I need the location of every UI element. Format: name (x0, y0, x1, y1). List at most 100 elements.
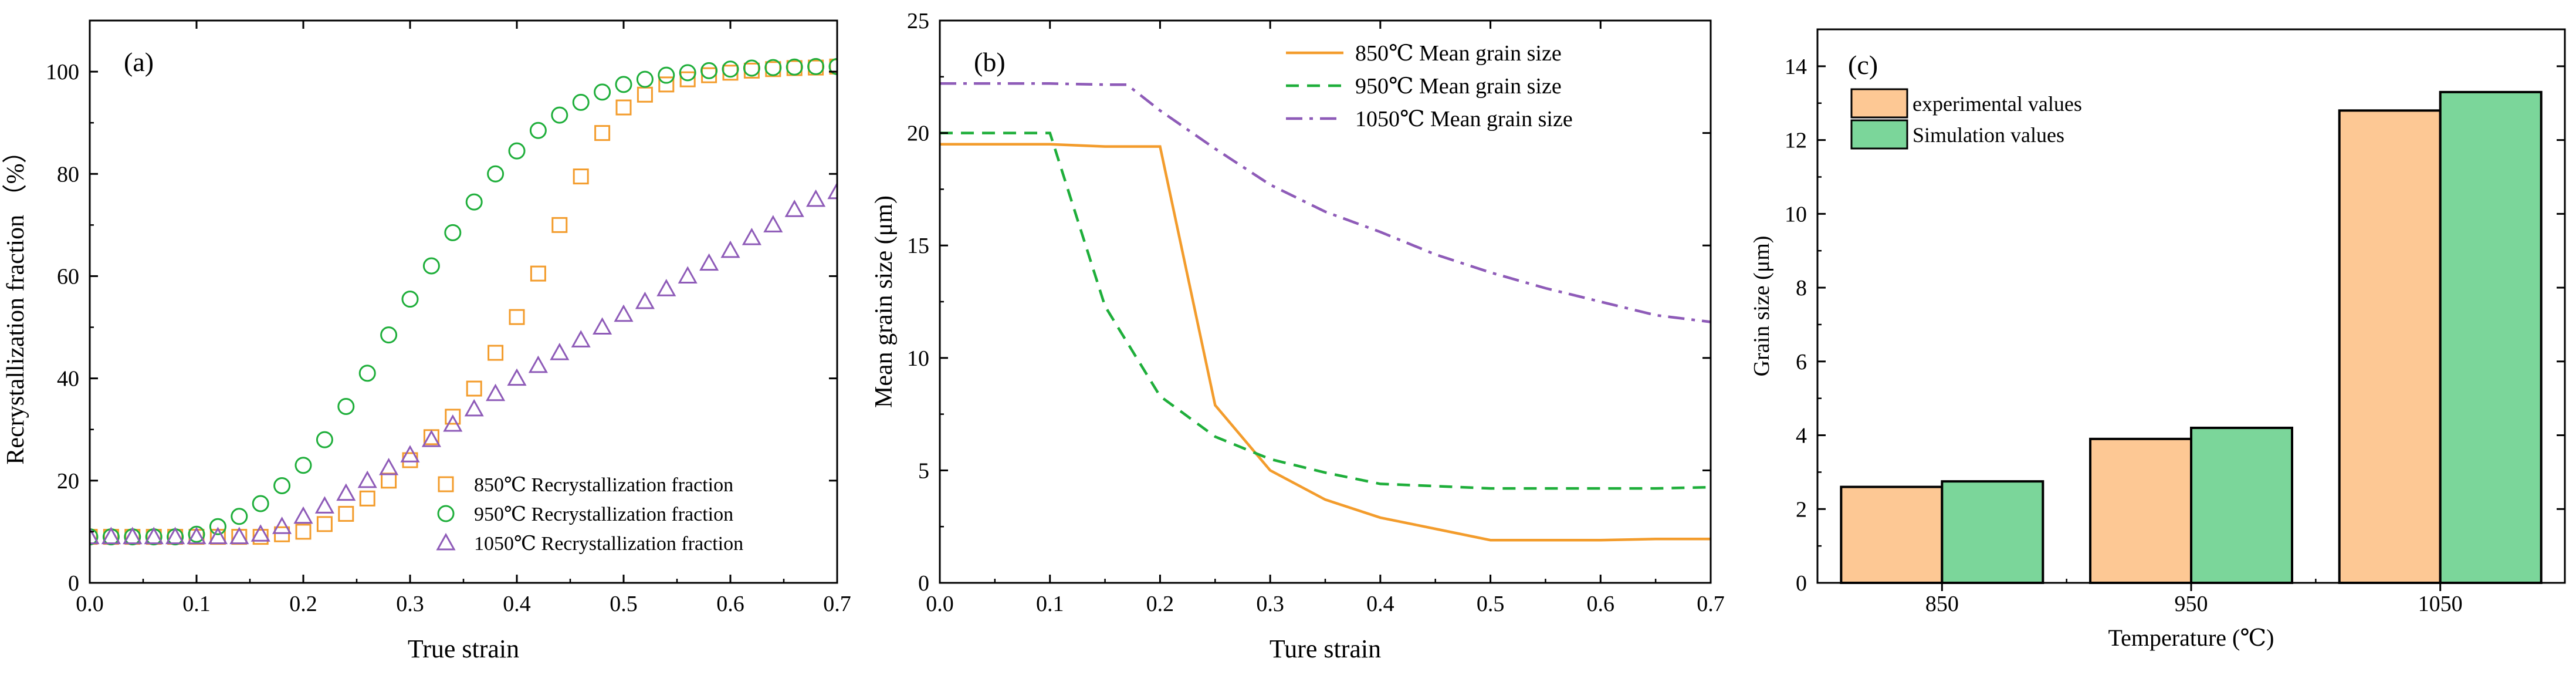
series-2-point (529, 122, 547, 139)
panel-c-bar-chart: 850 950 1050 0 2 4 6 8 10 12 14 Temperature (℃) Grai… (1749, 28, 2566, 651)
panel-a-y-tick-label: 20 (57, 469, 79, 494)
bar-850-series-1 (1840, 485, 1944, 585)
panel-b-grain-size-chart: 0.0 0.1 0.2 0.3 0.4 0.5 0.6 0.7 0 5 10 15 20 25 Ture s… (871, 9, 1725, 663)
series-2-point (465, 193, 483, 211)
series-1-point (445, 409, 461, 425)
series-3-point (678, 266, 698, 284)
panel-b-y-tick-label: 0 (918, 571, 929, 596)
series-2-point (444, 224, 462, 241)
panel-b-x-tick-label: 0.4 (1366, 592, 1394, 616)
legend-marker-3 (436, 532, 456, 551)
series-3-point (720, 240, 740, 258)
series-3-point (336, 483, 356, 501)
panel-b-x-axis-label: Ture strain (1270, 635, 1381, 663)
series-3-point (421, 430, 441, 447)
legend-label-2: 950℃ Mean grain size (1355, 74, 1562, 99)
series-2-point (786, 58, 803, 76)
series-2-point (316, 431, 333, 448)
series-2-point (551, 106, 568, 124)
legend-label-1: experimental values (1912, 92, 2082, 116)
legend-marker-2 (437, 505, 455, 522)
panel-a-x-tick-label: 0.4 (503, 592, 531, 616)
panel-c-x-tick-label: 850 (1925, 592, 1959, 616)
panel-c-y-tick-label: 0 (1796, 571, 1807, 596)
series-3-point (144, 526, 164, 545)
panel-c-y-tick-label: 10 (1785, 202, 1807, 227)
legend-label-2: Simulation values (1912, 123, 2064, 147)
panel-b-x-tick-label: 0.6 (1587, 592, 1615, 616)
series-3-point (571, 330, 591, 347)
plot-frame (89, 19, 838, 584)
series-3-point (635, 291, 655, 309)
series-1-point (573, 168, 589, 185)
panel-b-y-tick-label: 5 (918, 458, 929, 483)
series-2-point (722, 60, 739, 78)
series-3-point (763, 215, 783, 232)
series-2-point (273, 477, 291, 495)
series-1-point (338, 505, 354, 522)
series-2-point (231, 508, 248, 525)
series-2-point (679, 64, 696, 82)
panel-a-x-tick-label: 0.1 (182, 592, 211, 616)
legend-marker-1 (438, 476, 454, 492)
bar-850-series-2 (1941, 480, 2044, 584)
panel-b-y-tick-label: 20 (907, 122, 929, 146)
series-3-point (187, 526, 207, 545)
panel-a-x-tick-label: 0.5 (610, 592, 638, 616)
series-2-point (209, 518, 226, 535)
series-2-point (380, 326, 398, 344)
series-1-point (488, 345, 504, 361)
series-1-point (594, 125, 611, 141)
series-3-point (400, 445, 420, 463)
series-3-point (486, 383, 506, 401)
series-line-2 (940, 131, 1711, 490)
series-3-point (293, 506, 313, 524)
panel-a-panel-label: (a) (124, 47, 154, 77)
panel-c-y-tick-label: 2 (1796, 497, 1807, 522)
series-2-point (422, 257, 440, 275)
series-3-point (208, 526, 228, 545)
series-3-point (742, 228, 761, 245)
bar-1050-series-2 (2439, 90, 2543, 584)
panel-c-y-tick-label: 12 (1785, 129, 1807, 153)
series-2-point (615, 76, 632, 93)
series-2-point (487, 165, 505, 183)
series-1-point (274, 526, 290, 542)
legend-label-1: 850℃ Mean grain size (1355, 41, 1562, 66)
panel-b-x-tick-label: 0.2 (1146, 592, 1174, 616)
series-3-point (379, 457, 399, 475)
series-3-point (827, 181, 837, 200)
panel-c-y-tick-label: 6 (1796, 350, 1807, 374)
panel-a-recrystallization-chart: 0.0 0.1 0.2 0.3 0.4 0.5 0.6 0.7 0 20 40 60 80 100 True… (2, 19, 851, 663)
panel-a-points (90, 58, 837, 546)
series-1-point (252, 529, 269, 545)
series-1-point (637, 86, 653, 103)
series-1-point (701, 67, 717, 83)
panel-c-y-tick-label: 8 (1796, 276, 1807, 301)
series-3-point (443, 414, 463, 432)
series-3-point (165, 526, 185, 545)
panel-b-y-tick-label: 25 (907, 9, 929, 33)
series-1-point (658, 76, 675, 93)
panel-a-x-axis-label: True strain (408, 635, 519, 663)
bar-950-series-1 (2089, 437, 2193, 584)
panel-c-y-tick-label: 14 (1785, 55, 1807, 79)
series-3-point (593, 317, 612, 335)
panel-c-x-tick-label: 1050 (2418, 592, 2463, 616)
series-1-point (679, 71, 696, 87)
panel-b-x-tick-label: 0.7 (1697, 592, 1725, 616)
bar-950-series-2 (2190, 426, 2293, 585)
series-2-point (252, 495, 269, 512)
series-2-point (807, 58, 825, 75)
series-2-point (700, 62, 718, 79)
series-1-point (509, 309, 525, 325)
series-2-point (401, 291, 419, 308)
legend-label-3: 1050℃ Mean grain size (1355, 107, 1573, 131)
series-3-point (528, 355, 548, 373)
series-2-point (337, 398, 355, 416)
series-1-point (466, 380, 482, 397)
series-3-point (806, 189, 826, 207)
series-3-point (357, 470, 377, 488)
series-line-1 (940, 143, 1711, 542)
panel-b-y-axis-label: Mean grain size (μm) (871, 195, 898, 408)
